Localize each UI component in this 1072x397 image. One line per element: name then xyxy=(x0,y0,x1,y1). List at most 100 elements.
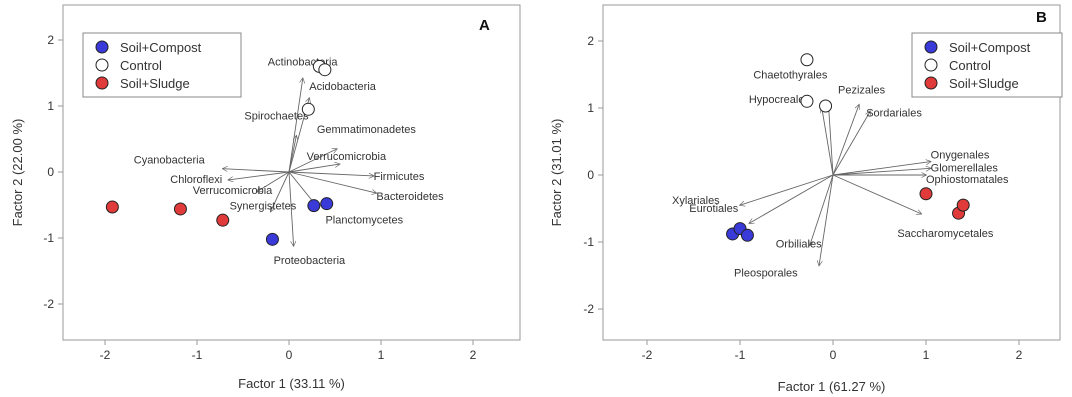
data-point xyxy=(265,232,279,246)
loading-arrow xyxy=(822,108,834,176)
x-tick-label: -2 xyxy=(100,348,111,362)
panel-b: -2 -1 0 1 2 -2 -1 0 1 2 Factor 1 (61.27 %) Factor 2… xyxy=(549,4,1063,394)
loading-label: Hypocreales xyxy=(749,94,811,106)
x-axis-title: Factor 1 (61.27 %) xyxy=(778,379,886,394)
loading-label: Bacteroidetes xyxy=(376,191,444,203)
y-axis-title: Factor 2 (22.00 %) xyxy=(10,119,25,227)
loading-arrow xyxy=(810,174,834,245)
y-tick-label: -1 xyxy=(583,235,594,249)
y-tick-label: 2 xyxy=(587,34,594,48)
data-point xyxy=(105,200,119,214)
data-point xyxy=(956,198,970,212)
legend-label: Soil+Sludge xyxy=(120,76,190,91)
loading-arrow xyxy=(288,164,340,173)
loading-label: Pleosporales xyxy=(734,267,798,279)
legend-marker xyxy=(95,40,109,54)
y-tick-label: 2 xyxy=(47,33,54,47)
x-tick-label: 2 xyxy=(470,348,477,362)
loading-label: Glomerellales xyxy=(931,162,999,174)
loading-label: Orbiliales xyxy=(776,238,822,250)
y-tick-label: 0 xyxy=(587,168,594,182)
panel-letter: A xyxy=(479,17,490,34)
legend-box xyxy=(82,32,242,98)
legend-label: Control xyxy=(120,58,162,73)
x-axis-title: Factor 1 (33.11 %) xyxy=(238,376,345,391)
loading-arrow xyxy=(749,174,834,223)
loading-label: Chloroflexi xyxy=(170,174,222,186)
legend-marker xyxy=(924,76,938,90)
loading-arrow xyxy=(832,105,859,176)
data-point xyxy=(320,197,334,211)
loading-arrow xyxy=(832,111,870,176)
y-tick-label: -2 xyxy=(43,297,54,311)
loading-label: Planctomycetes xyxy=(325,214,403,226)
panel-a: -2 -1 0 1 2 -2 -1 0 1 2 Factor 1 (33.11 %) Factor 2… xyxy=(10,4,521,391)
data-point xyxy=(800,94,814,108)
loading-arrow xyxy=(288,171,376,193)
loading-label: Firmicutes xyxy=(374,171,425,183)
legend-label: Soil+Sludge xyxy=(949,76,1019,91)
legend-label: Soil+Compost xyxy=(120,40,202,55)
legend-marker xyxy=(95,58,109,72)
data-point xyxy=(307,199,321,213)
data-point xyxy=(800,53,814,67)
y-tick-label: 1 xyxy=(587,101,594,115)
loading-arrow xyxy=(223,169,290,173)
loading-arrow xyxy=(832,174,921,214)
loading-label: Onygenales xyxy=(931,150,990,162)
x-tick-label: 0 xyxy=(286,348,293,362)
legend-label: Soil+Compost xyxy=(949,40,1031,55)
data-point xyxy=(318,63,332,77)
loading-arrow xyxy=(288,136,296,173)
x-tick-label: 0 xyxy=(830,348,837,362)
legend-marker xyxy=(924,40,938,54)
data-point xyxy=(216,213,230,227)
x-tick-label: 1 xyxy=(378,348,385,362)
x-tick-label: -2 xyxy=(642,348,653,362)
loading-label: Cyanobacteria xyxy=(134,155,206,167)
loading-label: Verrucomicrobia xyxy=(307,151,387,163)
y-tick-label: 1 xyxy=(47,99,54,113)
loading-label: Proteobacteria xyxy=(274,255,346,267)
loading-arrow xyxy=(740,174,834,205)
loading-label: Spirochaetes xyxy=(244,111,309,123)
data-point xyxy=(173,202,187,216)
y-tick-label: 0 xyxy=(47,165,54,179)
loading-label: Eurotiales xyxy=(689,203,738,215)
loading-arrow xyxy=(228,171,290,180)
loading-arrow xyxy=(257,171,290,192)
loading-arrow xyxy=(288,171,294,246)
loading-arrow xyxy=(819,174,834,265)
legend-label: Control xyxy=(949,58,991,73)
loading-label: Gemmatimonadetes xyxy=(317,124,417,136)
legend-marker xyxy=(95,76,109,90)
loading-label: Pezizales xyxy=(838,85,886,97)
x-tick-label: 2 xyxy=(1016,348,1023,362)
loading-arrow xyxy=(288,78,303,173)
loading-arrow xyxy=(832,168,931,176)
panel-letter: B xyxy=(1036,9,1047,26)
data-point xyxy=(301,102,315,116)
x-tick-label: -1 xyxy=(192,348,203,362)
x-tick-label: 1 xyxy=(923,348,930,362)
y-tick-label: -2 xyxy=(583,302,594,316)
loading-label: Sordariales xyxy=(866,107,922,119)
loading-label: Ophiostomatales xyxy=(926,174,1009,186)
legend-marker xyxy=(924,58,938,72)
loading-label: Synergistetes xyxy=(230,201,297,213)
loading-arrow xyxy=(832,162,931,176)
loading-arrow xyxy=(271,171,290,212)
data-point xyxy=(740,228,754,242)
loading-arrow xyxy=(828,103,834,176)
x-tick-label: -1 xyxy=(735,348,746,362)
plot-frame xyxy=(602,4,1061,341)
data-point xyxy=(819,99,833,113)
loading-label: Xylariales xyxy=(672,195,720,207)
loading-arrow xyxy=(288,171,374,176)
loading-label: Verrucomicrobia xyxy=(193,185,273,197)
y-axis-title: Factor 2 (31.01 %) xyxy=(549,119,564,227)
loading-label: Acidobacteria xyxy=(309,81,377,93)
loading-arrow xyxy=(288,149,337,173)
loading-label: Chaetothyrales xyxy=(753,70,827,82)
